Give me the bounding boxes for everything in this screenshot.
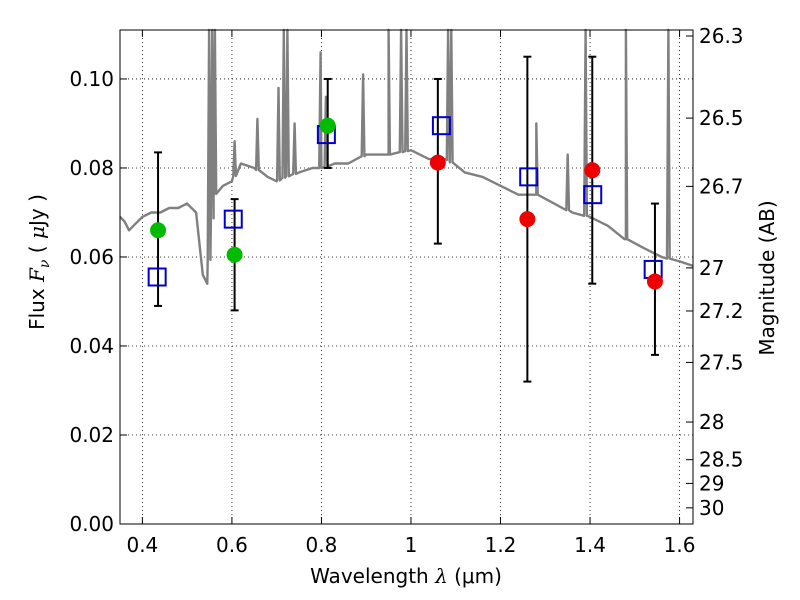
y-tick-label: 0.08 — [69, 156, 114, 180]
y-axis-title: Flux Fν ( μJy ) — [25, 194, 53, 330]
y-tick-label: 0.04 — [69, 334, 114, 358]
model-photometry-square — [583, 185, 603, 205]
y2-tick-label: 26.5 — [699, 106, 744, 130]
y2-tick-label: 28 — [699, 410, 724, 434]
model-photometry-square — [147, 267, 167, 287]
x-tick-label: 0.4 — [126, 533, 158, 557]
model-photometry-square — [519, 167, 539, 187]
x-tick-label: 0.8 — [306, 533, 338, 557]
observed-flux-point — [519, 211, 536, 228]
y2-tick-label: 27.2 — [699, 299, 744, 323]
y2-tick-label: 28.5 — [699, 448, 744, 472]
x-tick-label: 1.6 — [664, 533, 696, 557]
x-tick-label: 1 — [405, 533, 418, 557]
y2-axis-title: Magnitude (AB) — [755, 200, 779, 355]
observed-flux-point — [150, 222, 167, 239]
observed-flux-point — [646, 273, 663, 290]
y2-tick-label: 27 — [699, 256, 724, 280]
y2-tick-label: 26.7 — [699, 174, 744, 198]
y2-tick-label: 30 — [699, 496, 724, 520]
observed-flux-point — [226, 246, 243, 263]
plot-frame — [119, 29, 694, 525]
y-tick-label: 0.00 — [69, 512, 114, 536]
x-tick-label: 1.2 — [485, 533, 517, 557]
x-tick-label: 0.6 — [216, 533, 248, 557]
y2-tick-label: 27.5 — [699, 350, 744, 374]
y-tick-label: 0.10 — [69, 67, 114, 91]
y-tick-label: 0.06 — [69, 245, 114, 269]
y-tick-label: 0.02 — [69, 423, 114, 447]
observed-flux-point — [429, 154, 446, 171]
model-photometry-square — [431, 116, 451, 136]
x-axis-title: Wavelength λ (μm) — [310, 564, 502, 588]
x-tick-label: 1.4 — [574, 533, 606, 557]
observed-flux-point — [584, 162, 601, 179]
model-photometry-square — [223, 209, 243, 229]
observed-flux-point — [319, 117, 336, 134]
data-points-group — [147, 116, 663, 290]
y2-tick-label: 29 — [699, 471, 724, 495]
axis-ticks-group: 0.4 0.6 0.8 1 1.2 1.4 1.6 0.00 0.02 0.04 0.06 0.08 0… — [69, 24, 743, 557]
y2-tick-label: 26.3 — [699, 24, 744, 48]
